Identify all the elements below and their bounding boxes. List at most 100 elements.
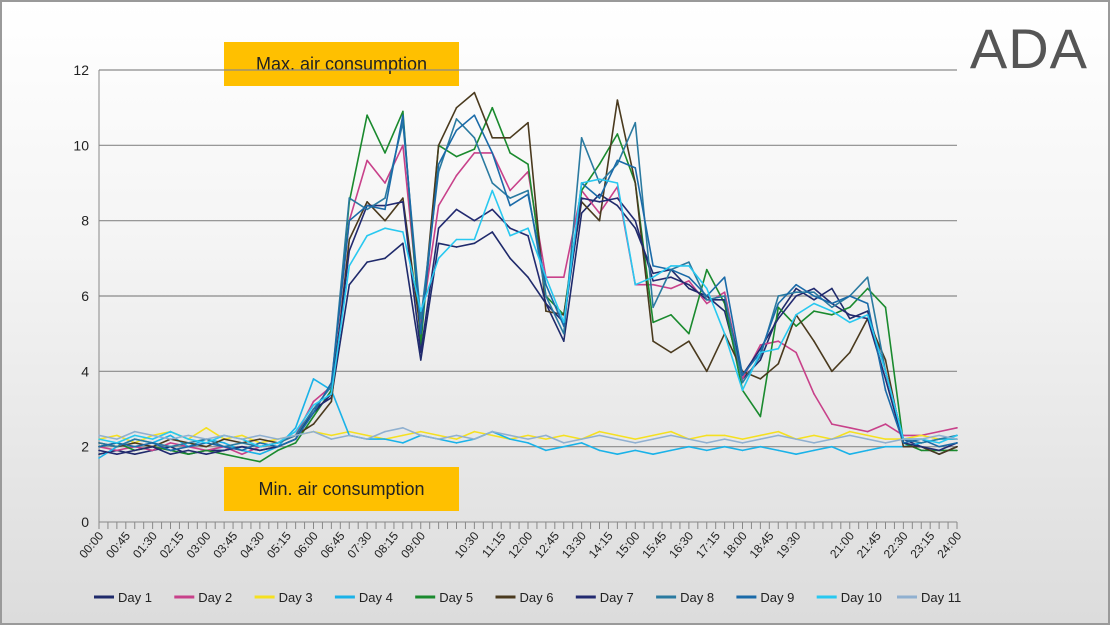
data-point xyxy=(455,434,458,437)
data-point xyxy=(151,445,154,448)
data-point xyxy=(723,434,726,437)
data-point xyxy=(312,378,315,380)
x-tick-label: 06:45 xyxy=(318,529,348,561)
data-point xyxy=(223,438,225,440)
legend-item: Day 7 xyxy=(575,590,634,605)
data-point xyxy=(455,438,458,440)
data-point xyxy=(616,99,619,101)
data-point xyxy=(312,430,315,433)
data-point xyxy=(562,321,565,324)
data-point xyxy=(509,204,511,207)
data-point xyxy=(402,144,404,147)
data-point xyxy=(580,197,583,199)
data-point xyxy=(688,261,690,263)
data-point xyxy=(616,434,619,437)
data-point xyxy=(956,442,958,444)
data-point xyxy=(294,430,297,433)
y-tick-label: 10 xyxy=(73,137,89,153)
data-point xyxy=(848,321,851,324)
data-point xyxy=(312,423,315,425)
data-point xyxy=(491,189,494,192)
y-tick-label: 2 xyxy=(81,439,89,455)
data-point xyxy=(473,430,476,433)
legend-item: Day 5 xyxy=(415,590,473,605)
data-point xyxy=(580,438,583,440)
data-point xyxy=(723,438,726,440)
data-point xyxy=(813,295,815,297)
data-point xyxy=(241,449,243,452)
series-line xyxy=(98,106,957,463)
x-tick-label: 19:30 xyxy=(773,529,803,561)
data-point xyxy=(795,438,797,440)
data-point xyxy=(169,449,172,452)
data-point xyxy=(920,438,923,440)
data-point xyxy=(598,430,601,433)
data-point xyxy=(795,283,797,286)
data-point xyxy=(866,434,869,437)
series-line xyxy=(98,91,958,456)
data-point xyxy=(205,445,208,448)
data-point xyxy=(259,434,261,437)
data-point xyxy=(938,445,940,448)
data-point xyxy=(848,295,851,297)
data-point xyxy=(384,152,386,154)
data-point xyxy=(527,234,529,237)
data-point xyxy=(634,283,637,286)
data-point xyxy=(205,453,208,456)
data-point xyxy=(169,434,172,437)
data-point xyxy=(527,434,529,437)
legend-label: Day 3 xyxy=(279,590,313,605)
data-point xyxy=(437,242,440,245)
data-point xyxy=(634,167,637,169)
data-point xyxy=(223,453,225,456)
data-point xyxy=(956,445,958,448)
data-point xyxy=(259,445,261,448)
data-point xyxy=(241,445,243,448)
data-point xyxy=(652,321,654,324)
legend-label: Day 5 xyxy=(439,590,473,605)
data-point xyxy=(866,276,869,278)
data-point xyxy=(223,445,225,448)
data-point xyxy=(348,197,351,199)
data-point xyxy=(98,442,100,444)
data-point xyxy=(366,204,368,207)
data-point xyxy=(151,449,154,452)
data-point xyxy=(545,438,547,440)
data-point xyxy=(705,434,708,437)
x-tick-label: 00:45 xyxy=(103,529,133,561)
data-point xyxy=(652,265,654,267)
data-point xyxy=(580,182,583,184)
legend-item: Day 9 xyxy=(736,590,794,605)
y-tick-label: 12 xyxy=(73,62,89,78)
data-point xyxy=(312,415,315,418)
data-point xyxy=(670,268,672,271)
data-point xyxy=(151,434,154,437)
data-point xyxy=(527,227,529,229)
data-point xyxy=(473,91,476,94)
data-point xyxy=(759,415,762,418)
data-point xyxy=(813,291,815,294)
data-point xyxy=(455,118,458,120)
data-point xyxy=(670,265,672,267)
data-point xyxy=(670,314,672,316)
data-point xyxy=(634,121,637,124)
data-point xyxy=(473,238,476,241)
x-tick-label: 00:00 xyxy=(76,529,106,561)
data-point xyxy=(848,317,851,320)
legend-label: Day 9 xyxy=(760,590,794,605)
data-point xyxy=(276,445,279,448)
data-point xyxy=(848,306,851,309)
data-point xyxy=(920,434,923,437)
data-point xyxy=(187,453,190,456)
data-point xyxy=(956,427,958,429)
data-point xyxy=(831,314,833,316)
data-point xyxy=(795,351,797,354)
legend-item: Day 1 xyxy=(94,590,152,605)
data-point xyxy=(938,449,940,452)
max-air-consumption-callout: Max. air consumption xyxy=(224,42,459,86)
data-point xyxy=(527,121,529,124)
data-point xyxy=(813,340,815,343)
data-point xyxy=(241,434,243,437)
x-tick-label: 15:00 xyxy=(613,529,643,561)
